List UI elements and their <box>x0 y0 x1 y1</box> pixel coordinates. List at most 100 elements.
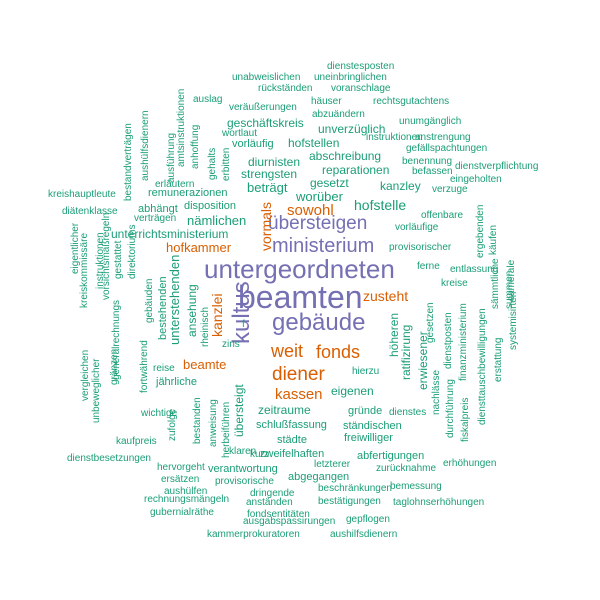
word-taglohnserhöhungen: taglohnserhöhungen <box>393 497 485 508</box>
word-zusteht: zusteht <box>363 288 409 304</box>
word-verzuge: verzuge <box>432 184 468 195</box>
word-beamten: beamten <box>238 279 363 315</box>
word-gubernialräthe: gubernialräthe <box>150 507 214 518</box>
word-ausführung: ausführung <box>166 132 177 183</box>
word-abzuändern: abzuändern <box>312 109 365 120</box>
word-zeitraume: zeitraume <box>258 403 311 417</box>
word-abschreibung: abschreibung <box>309 149 382 163</box>
word-ausgabspassirungen: ausgabspassirungen <box>243 516 336 527</box>
word-strengsten: strengsten <box>241 167 298 181</box>
word-veräußerungen: veräußerungen <box>229 102 297 113</box>
word-worüber: worüber <box>296 189 343 204</box>
word-kammerprokuratoren: kammerprokuratoren <box>207 529 300 540</box>
word-verträgen: verträgen <box>134 213 177 224</box>
word-abgegangen: abgegangen <box>288 471 350 483</box>
word-vormals: vormals <box>258 201 274 251</box>
word-geschäftskreis: geschäftskreis <box>227 116 304 130</box>
word-ersätzen: ersätzen <box>161 474 200 485</box>
word-diurnisten: diurnisten <box>248 155 301 169</box>
word-bestätigungen: bestätigungen <box>318 496 381 507</box>
word-gehalts: gehalts <box>207 147 218 180</box>
word-sämmtliche: sämmtliche <box>490 258 501 309</box>
word-diätenklasse: diätenklasse <box>62 206 118 217</box>
word-aushilfsdienern: aushilfsdienern <box>330 529 398 540</box>
word-vorläufige: vorläufige <box>395 222 439 233</box>
word-anständen: anständen <box>246 497 293 508</box>
word-hierzu: hierzu <box>352 366 380 377</box>
word-erstattung: erstattung <box>493 337 504 382</box>
word-instruktionen: instruktionen <box>366 132 423 143</box>
word-dringende: dringende <box>250 488 295 499</box>
word-systemisirten: systemisirten <box>508 291 519 350</box>
word-jährliche: jährliche <box>156 376 197 388</box>
word-erbitten: erbitten <box>221 147 232 181</box>
word-uneinbringlichen: uneinbringlichen <box>314 72 387 83</box>
word-remunerazionen: remunerazionen <box>148 187 228 199</box>
word-hofstellen: hofstellen <box>288 136 340 150</box>
word-befassen: befassen <box>412 166 453 177</box>
word-wichtige: wichtige <box>141 408 178 419</box>
word-beschränkungen: beschränkungen <box>318 483 392 494</box>
word-zufolge: zufolge <box>167 408 178 441</box>
word-unterrichtsministerium: unterrichtsministerium <box>111 227 229 241</box>
word-aushülfen: aushülfen <box>164 486 208 497</box>
word-rechtsgutachtens: rechtsgutachtens <box>373 96 450 107</box>
word-weit: weit <box>271 341 304 361</box>
word-ansehung: ansehung <box>185 284 199 337</box>
word-kanzley: kanzley <box>380 179 421 193</box>
word-sowohl: sowohl <box>287 202 334 219</box>
word-unumgänglich: unumgänglich <box>399 116 462 127</box>
word-erläutern: erläutern <box>155 179 195 190</box>
word-verantwortung: verantwortung <box>208 463 278 475</box>
word-reise: reise <box>153 363 175 374</box>
word-ergebenden: ergebenden <box>475 204 486 258</box>
word-übersteigen: übersteigen <box>268 213 368 234</box>
word-zins: zins <box>222 339 240 350</box>
word-bestandverträgen: bestandverträgen <box>123 123 134 201</box>
word-nämlichen: nämlichen <box>187 213 247 228</box>
word-fortwährend: fortwährend <box>139 340 150 393</box>
word-gebäuden: gebäuden <box>144 278 155 324</box>
word-ministerium: ministerium <box>272 235 375 257</box>
word-unterstehenden: unterstehenden <box>167 254 182 345</box>
word-auslag: auslag <box>193 94 223 105</box>
word-beträgt: beträgt <box>247 180 288 195</box>
word-kaufpreis: kaufpreis <box>116 436 157 447</box>
word-finanzministerium: finanzministerium <box>458 303 469 381</box>
word-rheinisch: rheinisch <box>200 306 211 347</box>
word-disposition: disposition <box>184 200 236 212</box>
word-dienstes: dienstes <box>389 407 427 418</box>
word-gestattet: gestattet <box>113 240 124 279</box>
word-kreise: kreise <box>441 278 468 289</box>
word-amtsinstruktionen: amtsinstruktionen <box>176 88 187 167</box>
word-gründe: gründe <box>348 405 383 417</box>
word-ständischen: ständischen <box>343 420 402 432</box>
word-diensttauschbewilligungen: diensttauschbewilligungen <box>477 308 488 425</box>
word-eingeholten: eingeholten <box>450 174 502 185</box>
word-gebäude: gebäude <box>272 309 366 336</box>
word-fonds: fonds <box>316 342 361 362</box>
word-unabweislichen: unabweislichen <box>232 72 301 83</box>
word-ferne: ferne <box>417 261 440 272</box>
word-durchführung: durchführung <box>445 379 456 438</box>
word-übersteigt: übersteigt <box>232 384 246 437</box>
word-entlassung: entlassung <box>450 264 499 275</box>
word-hervorgeht: hervorgeht <box>157 462 205 473</box>
word-hofkammer: hofkammer <box>166 240 232 255</box>
word-provisorischer: provisorischer <box>389 242 452 253</box>
word-käufen: käufen <box>488 224 499 255</box>
word-wortlaut: wortlaut <box>222 128 258 139</box>
word-fondsentitäten: fondsentitäten <box>247 509 310 520</box>
word-dienstesposten: dienstesposten <box>327 61 395 72</box>
word-dienstverpflichtung: dienstverpflichtung <box>455 161 539 172</box>
word-benennung: benennung <box>402 156 453 167</box>
word-zurücknahme: zurücknahme <box>376 463 437 474</box>
word-untergeordneten: untergeordneten <box>204 254 395 284</box>
word-kultus: kultus <box>228 281 255 344</box>
word-dienstposten: dienstposten <box>443 312 454 369</box>
word-f: f <box>242 319 245 330</box>
word-kassen: kassen <box>275 386 323 403</box>
word-gränzen: gränzen <box>109 348 120 385</box>
word-freiwilliger: freiwilliger <box>344 432 393 444</box>
word-rückständen: rückständen <box>258 83 313 94</box>
